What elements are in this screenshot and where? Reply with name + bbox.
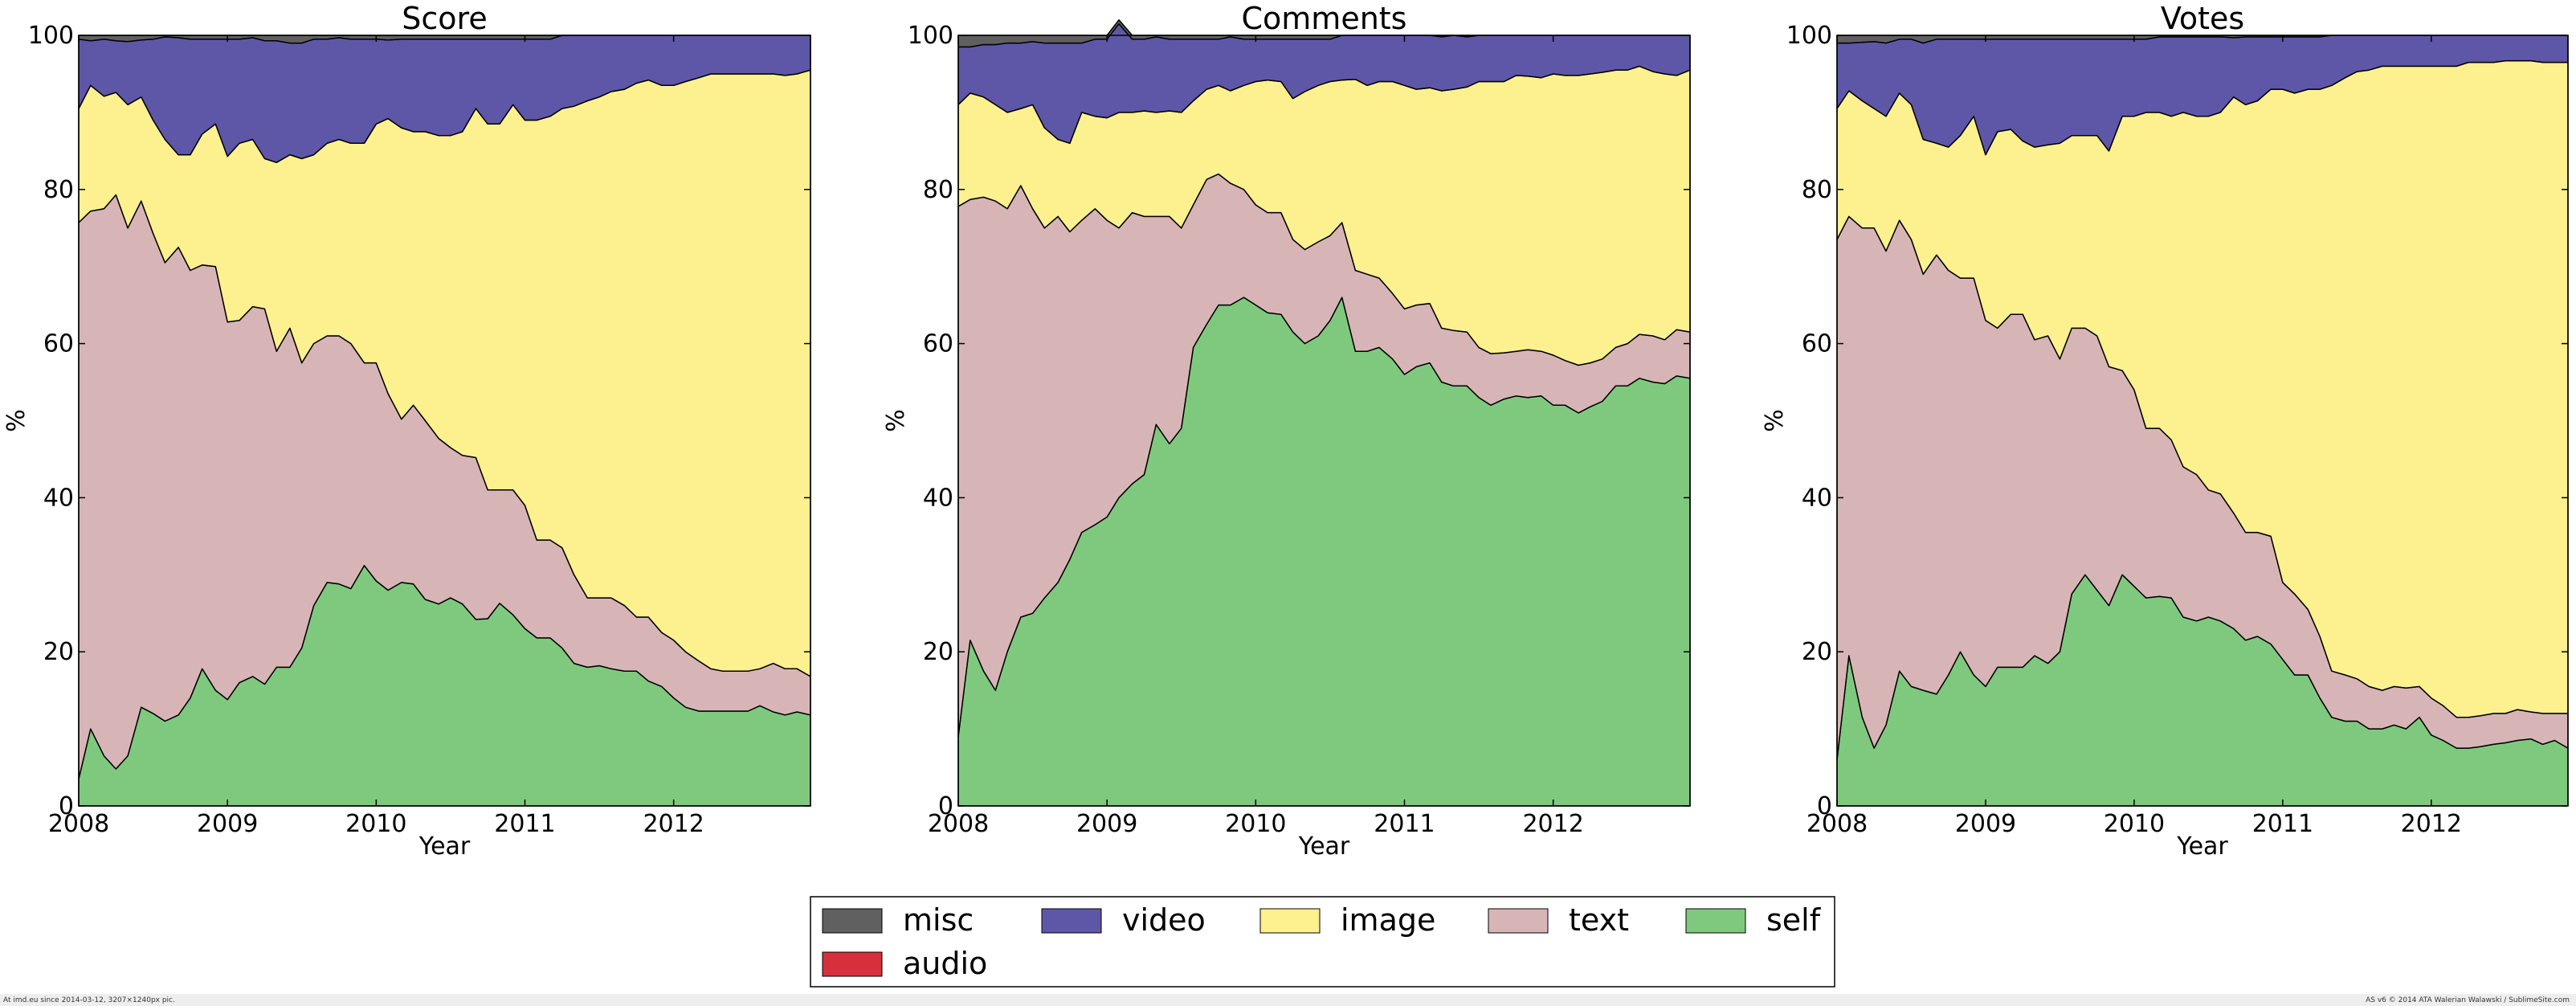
- footer-bar: [0, 994, 2576, 1006]
- y-axis-label: %: [882, 409, 910, 432]
- legend-label-audio: audio: [903, 946, 987, 981]
- legend-swatch-audio: [822, 951, 883, 977]
- x-tick-label: 2011: [494, 810, 555, 838]
- legend-swatch-misc: [822, 908, 883, 934]
- x-tick-label: 2008: [48, 810, 109, 838]
- y-tick-label: 80: [923, 176, 953, 204]
- x-tick-label: 2009: [197, 810, 258, 838]
- y-tick-label: 0: [1817, 792, 1832, 820]
- chart-title-score: Score: [402, 1, 487, 36]
- x-tick-label: 2012: [643, 810, 704, 838]
- x-tick-label: 2010: [345, 810, 406, 838]
- plot-frame-comments: [957, 35, 1691, 807]
- y-tick-label: 0: [938, 792, 953, 820]
- y-tick-label: 60: [43, 330, 74, 358]
- legend-box: [810, 896, 1835, 988]
- y-axis-label: %: [1761, 409, 1789, 432]
- x-tick-label: 2010: [2104, 810, 2165, 838]
- y-tick-label: 80: [1802, 176, 1832, 204]
- footer-right-text: AS v6 © 2014 ATA Walerian Walawski / Sub…: [2366, 996, 2570, 1004]
- y-tick-label: 100: [908, 22, 953, 50]
- legend-label-image: image: [1341, 902, 1435, 938]
- x-tick-label: 2011: [1374, 810, 1435, 838]
- x-tick-label: 2012: [2401, 810, 2462, 838]
- y-tick-label: 40: [1802, 484, 1832, 512]
- y-tick-label: 20: [923, 638, 953, 666]
- chart-title-votes: Votes: [2161, 1, 2244, 36]
- x-tick-label: 2011: [2252, 810, 2313, 838]
- y-tick-label: 0: [59, 792, 74, 820]
- chart-title-comments: Comments: [1242, 1, 1407, 36]
- legend-swatch-image: [1259, 908, 1321, 934]
- x-axis-label: Year: [2176, 832, 2228, 861]
- y-tick-label: 60: [1802, 330, 1832, 358]
- plot-frame-votes: [1836, 35, 2569, 807]
- y-tick-label: 20: [1802, 638, 1832, 666]
- plot-frame-score: [78, 35, 811, 807]
- y-tick-label: 20: [43, 638, 74, 666]
- legend-label-misc: misc: [903, 902, 974, 938]
- y-tick-label: 100: [1786, 22, 1832, 50]
- y-tick-label: 100: [28, 22, 74, 50]
- legend-label-text: text: [1569, 902, 1629, 938]
- x-tick-label: 2009: [1955, 810, 2016, 838]
- legend-swatch-video: [1041, 908, 1102, 934]
- x-axis-label: Year: [1298, 832, 1350, 861]
- y-tick-label: 40: [43, 484, 74, 512]
- x-tick-label: 2008: [1806, 810, 1868, 838]
- x-axis-label: Year: [418, 832, 471, 861]
- x-tick-label: 2012: [1522, 810, 1583, 838]
- y-tick-label: 80: [43, 176, 74, 204]
- y-axis-label: %: [2, 409, 31, 432]
- footer-left-text: At imd.eu since 2014-03-12, 3207×1240px …: [3, 996, 175, 1004]
- x-tick-label: 2008: [928, 810, 989, 838]
- legend-label-video: video: [1122, 902, 1206, 938]
- y-tick-label: 60: [923, 330, 953, 358]
- legend-swatch-self: [1685, 908, 1746, 934]
- y-tick-label: 40: [923, 484, 953, 512]
- x-tick-label: 2009: [1076, 810, 1137, 838]
- legend-label-self: self: [1766, 902, 1822, 938]
- x-tick-label: 2010: [1225, 810, 1286, 838]
- legend-swatch-text: [1488, 908, 1549, 934]
